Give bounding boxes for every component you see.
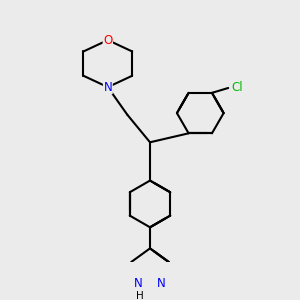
Text: O: O xyxy=(103,34,112,46)
Text: N: N xyxy=(157,277,166,290)
Text: N: N xyxy=(134,277,143,290)
Text: Cl: Cl xyxy=(232,82,243,94)
Text: H: H xyxy=(136,291,144,300)
Text: N: N xyxy=(103,81,112,94)
